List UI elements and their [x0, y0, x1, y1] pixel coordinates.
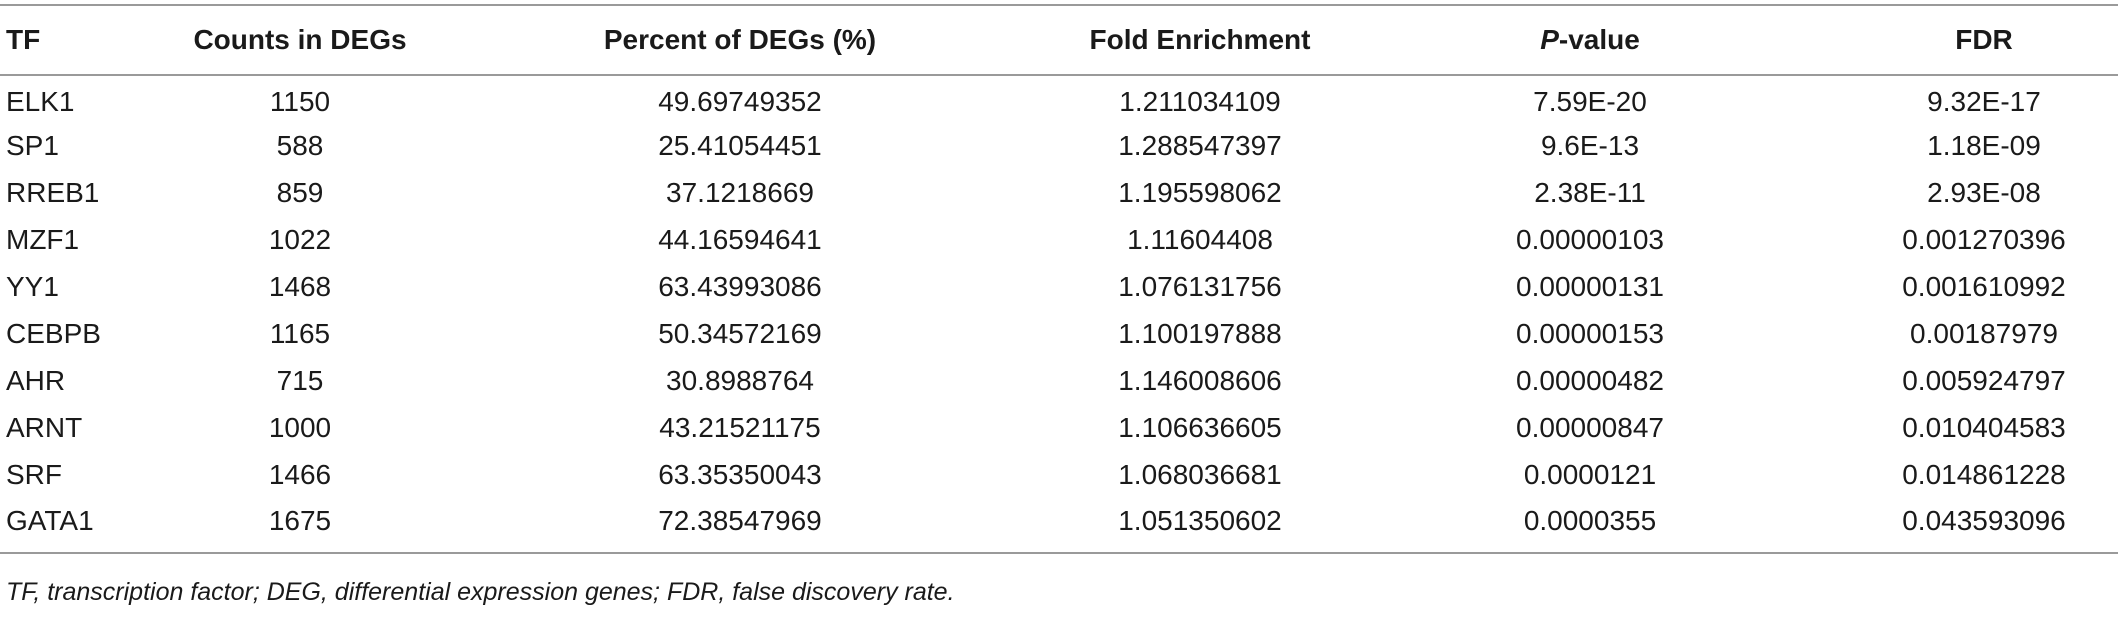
- cell-tf: CEBPB: [6, 317, 101, 349]
- cell-fdr: 0.010404583: [1902, 411, 2066, 443]
- header-fdr: FDR: [1850, 4, 2118, 76]
- cell-counts: 1675: [190, 498, 410, 554]
- cell-counts: 1000: [268, 411, 332, 443]
- cell-counts: 715: [276, 364, 324, 396]
- table-body: ELK1 1150 49.69749352 1.211034109 7.59E-20 9.…: [0, 75, 2118, 554]
- cell-pvalue: 0.00000131: [1516, 270, 1664, 302]
- header-tf: TF: [0, 4, 190, 76]
- cell-counts: 1468: [268, 270, 332, 302]
- table-row: SRF 1466 63.35350043 1.068036681 0.0000121 0.…: [0, 451, 2118, 498]
- cell-fold-enrichment: 1.195598062: [1118, 176, 1282, 208]
- cell-fold-enrichment: 1.11604408: [1127, 223, 1273, 255]
- header-pvalue-italic: P: [1540, 24, 1559, 55]
- header-counts: Counts in DEGs: [190, 4, 410, 76]
- cell-fdr: 0.00187979: [1910, 317, 2058, 349]
- cell-tf: ARNT: [6, 411, 83, 443]
- cell-fold-enrichment: 1.146008606: [1118, 364, 1282, 396]
- cell-percent: 72.38547969: [410, 498, 1070, 554]
- cell-fold-enrichment: 1.100197888: [1118, 317, 1282, 349]
- cell-tf: GATA1: [0, 498, 190, 554]
- table-row: GATA1 1675 72.38547969 1.051350602 0.0000355…: [0, 498, 2118, 554]
- table-row: ARNT 1000 43.21521175 1.106636605 0.00000847…: [0, 404, 2118, 451]
- cell-percent: 49.69749352: [658, 86, 822, 117]
- cell-percent: 50.34572169: [658, 317, 822, 349]
- table-row: MZF1 1022 44.16594641 1.11604408 0.00000103 0…: [0, 216, 2118, 263]
- cell-tf: RREB1: [6, 176, 100, 208]
- cell-percent: 37.1218669: [666, 176, 814, 208]
- cell-pvalue: 0.00000482: [1516, 364, 1664, 396]
- cell-fdr: 9.32E-17: [1927, 86, 2041, 117]
- cell-fold-enrichment: 1.051350602: [1070, 498, 1330, 554]
- header-pvalue-rest: -value: [1558, 24, 1640, 55]
- cell-percent: 30.8988764: [666, 364, 814, 396]
- cell-counts: 1165: [269, 317, 331, 349]
- cell-fdr: 0.001610992: [1902, 270, 2066, 302]
- header-percent: Percent of DEGs (%): [410, 4, 1070, 76]
- cell-fold-enrichment: 1.106636605: [1118, 411, 1282, 443]
- cell-pvalue: 2.38E-11: [1534, 176, 1646, 208]
- cell-pvalue: 9.6E-13: [1540, 129, 1640, 161]
- table-row: RREB1 859 37.1218669 1.195598062 2.38E-11 2.9…: [0, 169, 2118, 216]
- cell-pvalue: 7.59E-20: [1533, 86, 1647, 117]
- cell-percent: 44.16594641: [658, 223, 822, 255]
- cell-fdr: 0.014861228: [1902, 458, 2066, 490]
- cell-fold-enrichment: 1.068036681: [1118, 458, 1282, 490]
- cell-percent: 25.41054451: [658, 129, 822, 161]
- cell-counts: 588: [276, 129, 324, 161]
- cell-tf: SP1: [6, 129, 59, 161]
- tf-enrichment-table: TF Counts in DEGs Percent of DEGs (%) Fo…: [0, 4, 2118, 554]
- cell-counts: 1150: [269, 86, 331, 117]
- table-row: SP1 588 25.41054451 1.288547397 9.6E-13 1.18E…: [0, 122, 2118, 169]
- cell-fdr: 0.005924797: [1902, 364, 2066, 396]
- cell-tf: MZF1: [6, 223, 80, 255]
- table-row: YY1 1468 63.43993086 1.076131756 0.00000131 0…: [0, 263, 2118, 310]
- cell-pvalue: 0.00000103: [1516, 223, 1664, 255]
- cell-tf: YY1: [6, 270, 59, 302]
- cell-tf: ELK1: [6, 86, 75, 117]
- table-row: ELK1 1150 49.69749352 1.211034109 7.59E-20 9.…: [0, 75, 2118, 122]
- cell-pvalue: 0.00000153: [1516, 317, 1664, 349]
- table-row: CEBPB 1165 50.34572169 1.100197888 0.0000015…: [0, 310, 2118, 357]
- cell-fold-enrichment: 1.211034109: [1119, 86, 1281, 117]
- table-row: AHR 715 30.8988764 1.146008606 0.00000482 0.0…: [0, 357, 2118, 404]
- cell-counts: 1466: [268, 458, 332, 490]
- cell-fdr: 1.18E-09: [1927, 129, 2041, 161]
- header-pvalue: P-value: [1330, 4, 1850, 76]
- cell-tf: AHR: [6, 364, 66, 396]
- cell-percent: 43.21521175: [659, 411, 821, 443]
- cell-fdr: 0.001270396: [1902, 223, 2066, 255]
- cell-percent: 63.43993086: [658, 270, 822, 302]
- cell-counts: 1022: [268, 223, 332, 255]
- cell-counts: 859: [276, 176, 324, 208]
- cell-pvalue: 0.0000121: [1523, 458, 1657, 490]
- cell-fold-enrichment: 1.076131756: [1118, 270, 1282, 302]
- cell-fdr: 0.043593096: [1850, 498, 2118, 554]
- cell-pvalue: 0.0000355: [1330, 498, 1850, 554]
- table-footnote: TF, transcription factor; DEG, different…: [6, 578, 955, 606]
- cell-pvalue: 0.00000847: [1516, 411, 1664, 443]
- header-fold-enrichment: Fold Enrichment: [1070, 4, 1330, 76]
- cell-percent: 63.35350043: [658, 458, 822, 490]
- cell-fold-enrichment: 1.288547397: [1118, 129, 1282, 161]
- cell-fdr: 2.93E-08: [1927, 176, 2041, 208]
- cell-tf: SRF: [6, 458, 62, 490]
- table-header-row: TF Counts in DEGs Percent of DEGs (%) Fo…: [0, 4, 2118, 76]
